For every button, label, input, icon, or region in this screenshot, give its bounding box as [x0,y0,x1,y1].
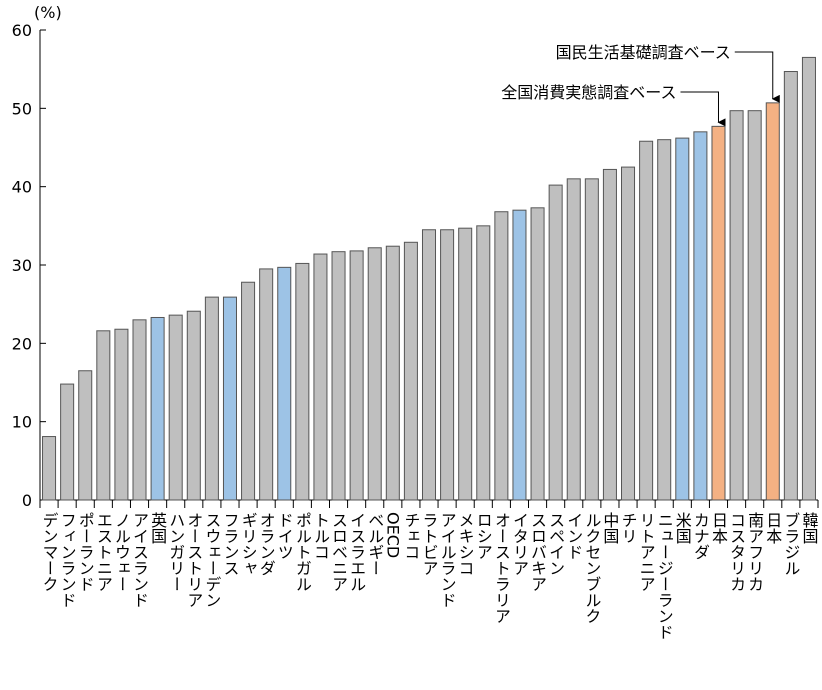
x-tick-label: コスタリカ [727,512,746,592]
bar [639,140,654,501]
bar [241,281,256,501]
bar [657,139,672,501]
x-tick-label: フィンランド [58,512,77,608]
y-tick-label: 20 [12,334,32,353]
bar [277,266,292,501]
x-tick-label: スウェーデン [202,512,221,608]
bar [78,370,93,501]
x-tick-label: フランス [220,512,239,576]
bar [621,166,636,501]
annotation: 国民生活基礎調査ベース [556,43,731,62]
bar [331,251,346,501]
bar [60,383,75,501]
x-tick-label: デンマーク [40,512,59,592]
x-tick-label: アイスランド [130,512,149,608]
x-tick-label: トルコ [311,512,330,560]
y-tick-label: 40 [12,178,32,197]
bar [548,184,563,501]
x-tick-label: オーストリア [184,512,203,608]
bar [313,253,328,501]
y-tick-label: 0 [22,491,32,510]
y-tick-label: 30 [12,256,32,275]
bar [584,178,599,501]
x-tick-label: ポルトガル [293,512,312,592]
x-tick-label: チリ [619,512,638,544]
bar [693,131,708,501]
bar [403,241,418,501]
bar [512,209,527,501]
bar [259,268,274,501]
bar [204,296,219,501]
x-tick-label: ラトビア [420,512,439,576]
bar [222,296,237,501]
x-tick-label: スロバキア [528,512,547,592]
x-tick-label: エストニア [94,512,113,592]
x-tick-label: ギリシャ [239,512,258,576]
x-tick-label: ノルウェー [112,512,131,592]
bar [367,247,382,501]
bar [295,262,310,501]
x-tick-label: 日本 [763,512,782,544]
bar [566,178,581,501]
x-tick-label: ポーランド [76,512,95,592]
annotation-arrow [680,91,726,127]
bar [729,110,744,501]
bar [458,227,473,501]
bar [675,137,690,501]
y-tick-label: 10 [12,413,32,432]
x-tick-label: オランダ [257,512,276,576]
bar [602,168,617,501]
unit-label: (%) [34,3,62,22]
bar [168,314,183,501]
annotation: 全国消費実態調査ベース [501,83,676,102]
bar [440,229,455,501]
bar [476,225,491,501]
bar [42,436,57,501]
bar [96,330,111,501]
y-tick-label: 60 [12,21,32,40]
x-tick-label: 南アフリカ [745,512,764,592]
bar [150,316,165,501]
bar [385,245,400,501]
x-tick-label: ドイツ [275,512,294,560]
bar [349,250,364,501]
x-tick-label: オーストラリア [492,512,511,624]
annotation-arrow [734,51,780,103]
bar [132,319,147,501]
x-tick-label: イスラエル [347,512,366,592]
x-tick-label: 日本 [709,512,728,544]
x-tick-label: スペイン [546,512,565,576]
x-tick-label: ルクセンブルク [582,512,601,624]
x-tick-label: カナダ [691,512,710,560]
x-tick-label: チェコ [401,512,420,560]
x-tick-label: 英国 [148,512,167,544]
bar [801,56,816,501]
x-tick-label: 韓国 [799,512,818,544]
bar [421,229,437,501]
x-tick-label: ブラジル [781,512,800,576]
x-tick-label: ロシア [474,512,493,560]
x-tick-label: スロベニア [329,512,348,592]
bar [765,102,780,501]
x-tick-label: 中国 [600,512,619,544]
bar [783,71,798,501]
x-tick-label: リトアニア [637,512,656,592]
x-tick-label: メキシコ [456,512,475,576]
bar [711,125,726,501]
bar [530,207,545,501]
x-tick-label: ニュージーランド [655,512,674,640]
bar [494,211,509,501]
bar [114,328,129,501]
bar [186,310,201,501]
x-tick-label: アイルランド [438,512,457,608]
x-tick-label: 米国 [673,512,692,544]
x-tick-label: OECD [383,512,402,558]
x-tick-label: インド [564,512,583,560]
x-tick-label: ベルギー [365,512,384,576]
x-tick-label: ハンガリー [166,512,185,592]
y-tick-label: 50 [12,99,32,118]
bar [747,110,762,501]
x-tick-label: イタリア [510,512,529,576]
